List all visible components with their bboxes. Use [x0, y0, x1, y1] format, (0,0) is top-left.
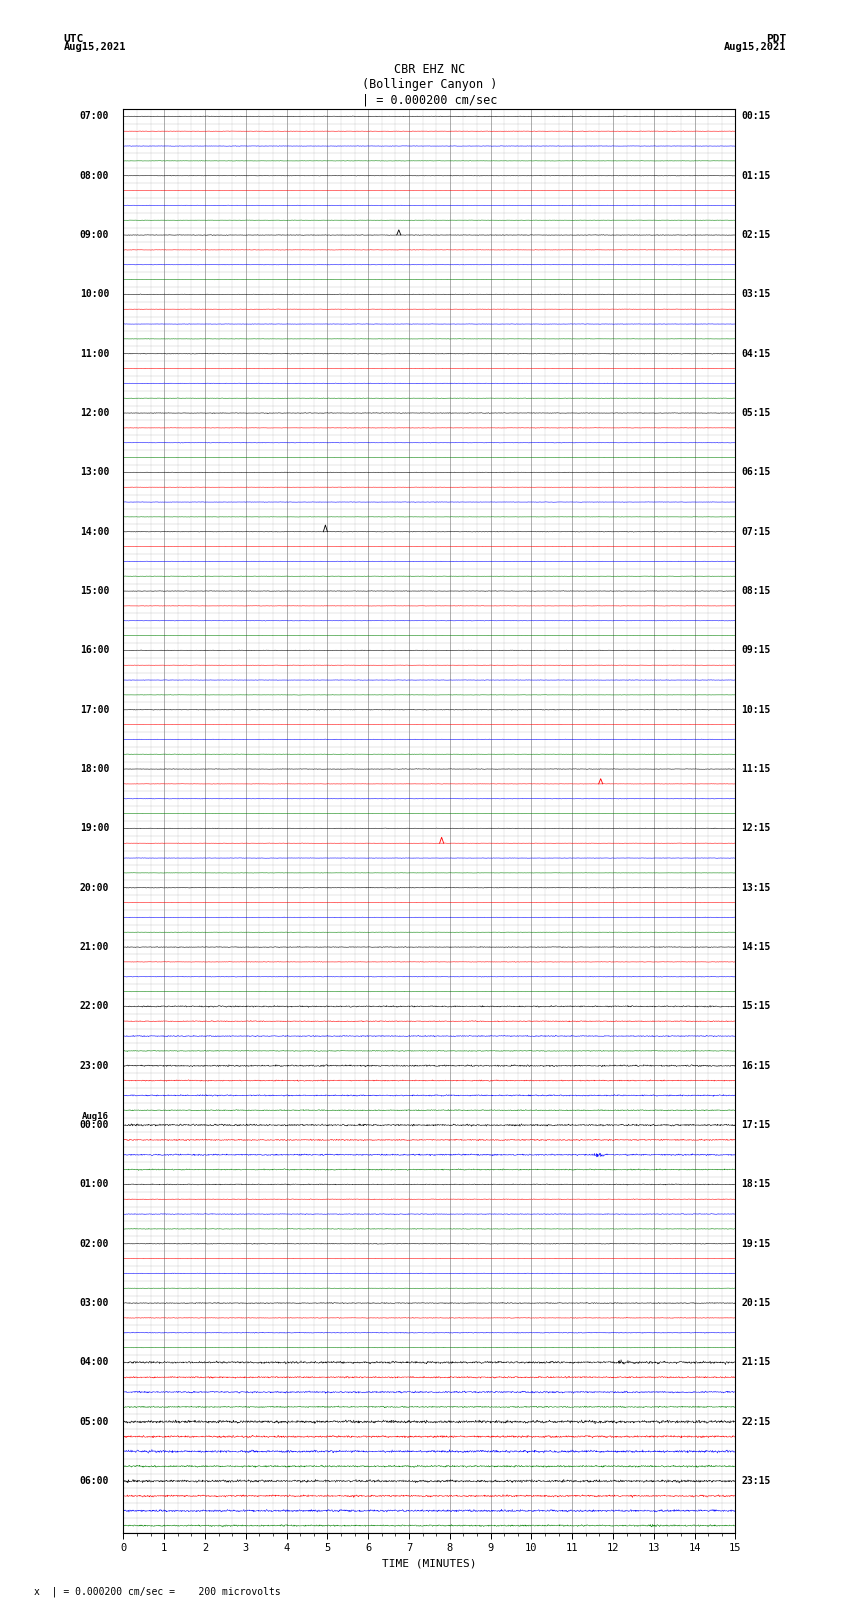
Text: 15:15: 15:15: [741, 1002, 771, 1011]
Text: 08:15: 08:15: [741, 586, 771, 597]
Text: 11:00: 11:00: [80, 348, 109, 358]
Text: 01:00: 01:00: [80, 1179, 109, 1189]
Text: 00:15: 00:15: [741, 111, 771, 121]
Text: 18:00: 18:00: [80, 765, 109, 774]
Text: 11:15: 11:15: [741, 765, 771, 774]
Text: 07:00: 07:00: [80, 111, 109, 121]
Text: 21:00: 21:00: [80, 942, 109, 952]
Text: 17:00: 17:00: [80, 705, 109, 715]
Text: 06:00: 06:00: [80, 1476, 109, 1486]
Text: 05:00: 05:00: [80, 1416, 109, 1428]
Text: 12:15: 12:15: [741, 823, 771, 834]
Text: 02:15: 02:15: [741, 231, 771, 240]
Text: 09:15: 09:15: [741, 645, 771, 655]
Text: UTC: UTC: [64, 34, 84, 44]
Text: 10:15: 10:15: [741, 705, 771, 715]
Text: 04:15: 04:15: [741, 348, 771, 358]
Text: 22:15: 22:15: [741, 1416, 771, 1428]
Text: 09:00: 09:00: [80, 231, 109, 240]
Text: 05:15: 05:15: [741, 408, 771, 418]
Text: 01:15: 01:15: [741, 171, 771, 181]
Text: 22:00: 22:00: [80, 1002, 109, 1011]
Text: 13:15: 13:15: [741, 882, 771, 892]
Text: 04:00: 04:00: [80, 1358, 109, 1368]
Text: 23:15: 23:15: [741, 1476, 771, 1486]
Text: 02:00: 02:00: [80, 1239, 109, 1248]
Text: 18:15: 18:15: [741, 1179, 771, 1189]
Text: 10:00: 10:00: [80, 289, 109, 300]
Text: 08:00: 08:00: [80, 171, 109, 181]
Text: 19:15: 19:15: [741, 1239, 771, 1248]
Text: 14:15: 14:15: [741, 942, 771, 952]
Text: 20:15: 20:15: [741, 1298, 771, 1308]
Title: CBR EHZ NC
(Bollinger Canyon )
| = 0.000200 cm/sec: CBR EHZ NC (Bollinger Canyon ) | = 0.000…: [362, 63, 497, 106]
Text: 21:15: 21:15: [741, 1358, 771, 1368]
Text: 17:15: 17:15: [741, 1119, 771, 1131]
X-axis label: TIME (MINUTES): TIME (MINUTES): [382, 1560, 477, 1569]
Text: 14:00: 14:00: [80, 527, 109, 537]
Text: 16:00: 16:00: [80, 645, 109, 655]
Text: 13:00: 13:00: [80, 468, 109, 477]
Text: 03:15: 03:15: [741, 289, 771, 300]
Text: 03:00: 03:00: [80, 1298, 109, 1308]
Text: Aug15,2021: Aug15,2021: [723, 42, 786, 52]
Text: PDT: PDT: [766, 34, 786, 44]
Text: 06:15: 06:15: [741, 468, 771, 477]
Text: Aug15,2021: Aug15,2021: [64, 42, 127, 52]
Text: 00:00: 00:00: [80, 1119, 109, 1131]
Text: 15:00: 15:00: [80, 586, 109, 597]
Text: 16:15: 16:15: [741, 1061, 771, 1071]
Text: 07:15: 07:15: [741, 527, 771, 537]
Text: 20:00: 20:00: [80, 882, 109, 892]
Text: 23:00: 23:00: [80, 1061, 109, 1071]
Text: Aug16: Aug16: [82, 1113, 109, 1121]
Text: x  | = 0.000200 cm/sec =    200 microvolts: x | = 0.000200 cm/sec = 200 microvolts: [34, 1586, 280, 1597]
Text: 12:00: 12:00: [80, 408, 109, 418]
Text: 19:00: 19:00: [80, 823, 109, 834]
